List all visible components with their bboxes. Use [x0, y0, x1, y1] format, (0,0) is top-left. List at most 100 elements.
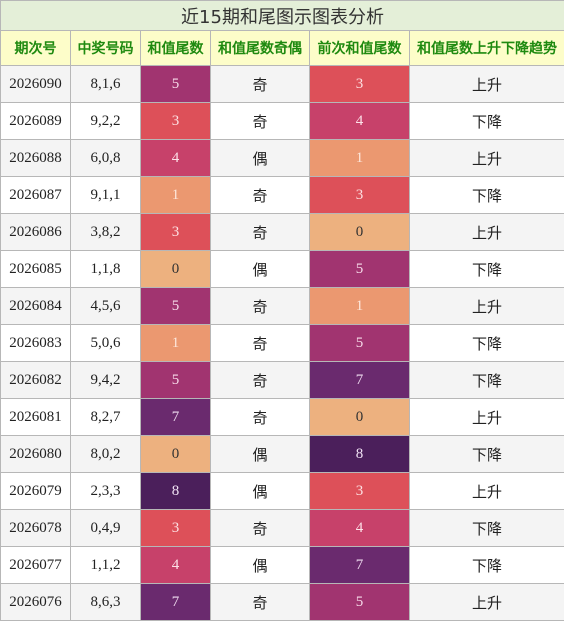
sum-tail-cell: 4	[141, 547, 211, 584]
prev-tail-cell: 0	[310, 214, 410, 251]
winning-numbers-cell: 1,1,2	[71, 547, 141, 584]
period-cell: 2026082	[1, 362, 71, 399]
period-cell: 2026083	[1, 325, 71, 362]
winning-numbers-cell: 4,5,6	[71, 288, 141, 325]
prev-tail-cell: 8	[310, 436, 410, 473]
trend-cell: 下降	[410, 103, 564, 140]
trend-cell: 上升	[410, 214, 564, 251]
period-cell: 2026080	[1, 436, 71, 473]
winning-numbers-cell: 1,1,8	[71, 251, 141, 288]
parity-cell: 奇	[211, 66, 310, 103]
header-prev-tail: 前次和值尾数	[310, 31, 410, 66]
parity-cell: 奇	[211, 288, 310, 325]
winning-numbers-cell: 8,6,3	[71, 584, 141, 621]
parity-cell: 偶	[211, 547, 310, 584]
winning-numbers-cell: 8,0,2	[71, 436, 141, 473]
sum-tail-cell: 7	[141, 584, 211, 621]
parity-cell: 奇	[211, 510, 310, 547]
sum-tail-cell: 1	[141, 177, 211, 214]
period-cell: 2026084	[1, 288, 71, 325]
parity-cell: 奇	[211, 103, 310, 140]
trend-cell: 下降	[410, 251, 564, 288]
prev-tail-cell: 7	[310, 547, 410, 584]
period-cell: 2026077	[1, 547, 71, 584]
header-trend: 和值尾数上升下降趋势	[410, 31, 564, 66]
winning-numbers-cell: 3,8,2	[71, 214, 141, 251]
parity-cell: 偶	[211, 251, 310, 288]
period-cell: 2026085	[1, 251, 71, 288]
prev-tail-cell: 4	[310, 510, 410, 547]
winning-numbers-cell: 8,2,7	[71, 399, 141, 436]
trend-cell: 下降	[410, 325, 564, 362]
sum-tail-cell: 4	[141, 140, 211, 177]
trend-cell: 下降	[410, 177, 564, 214]
sum-tail-cell: 7	[141, 399, 211, 436]
parity-cell: 奇	[211, 214, 310, 251]
winning-numbers-cell: 9,2,2	[71, 103, 141, 140]
parity-cell: 奇	[211, 325, 310, 362]
sum-tail-cell: 3	[141, 214, 211, 251]
sum-tail-cell: 1	[141, 325, 211, 362]
winning-numbers-cell: 9,4,2	[71, 362, 141, 399]
sum-tail-cell: 5	[141, 362, 211, 399]
trend-cell: 下降	[410, 362, 564, 399]
header-winning-numbers: 中奖号码	[71, 31, 141, 66]
prev-tail-cell: 5	[310, 251, 410, 288]
period-cell: 2026089	[1, 103, 71, 140]
prev-tail-cell: 3	[310, 473, 410, 510]
winning-numbers-cell: 6,0,8	[71, 140, 141, 177]
prev-tail-cell: 1	[310, 140, 410, 177]
header-tail-parity: 和值尾数奇偶	[211, 31, 310, 66]
winning-numbers-cell: 5,0,6	[71, 325, 141, 362]
period-cell: 2026076	[1, 584, 71, 621]
title-row: 近15期和尾图示图表分析	[1, 1, 564, 31]
sum-tail-cell: 5	[141, 288, 211, 325]
parity-cell: 偶	[211, 473, 310, 510]
winning-numbers-cell: 2,3,3	[71, 473, 141, 510]
prev-tail-cell: 1	[310, 288, 410, 325]
winning-numbers-cell: 9,1,1	[71, 177, 141, 214]
period-cell: 2026088	[1, 140, 71, 177]
prev-tail-cell: 7	[310, 362, 410, 399]
prev-tail-cell: 3	[310, 66, 410, 103]
period-cell: 2026078	[1, 510, 71, 547]
trend-cell: 上升	[410, 473, 564, 510]
parity-cell: 奇	[211, 399, 310, 436]
sum-tail-cell: 3	[141, 510, 211, 547]
prev-tail-cell: 3	[310, 177, 410, 214]
trend-cell: 上升	[410, 66, 564, 103]
winning-numbers-cell: 0,4,9	[71, 510, 141, 547]
winning-numbers-cell: 8,1,6	[71, 66, 141, 103]
prev-tail-cell: 5	[310, 584, 410, 621]
sum-tail-cell: 5	[141, 66, 211, 103]
header-sum-tail: 和值尾数	[141, 31, 211, 66]
parity-cell: 奇	[211, 177, 310, 214]
table-title: 近15期和尾图示图表分析	[1, 1, 564, 31]
parity-cell: 奇	[211, 362, 310, 399]
period-cell: 2026081	[1, 399, 71, 436]
header-row: 期次号 中奖号码 和值尾数 和值尾数奇偶 前次和值尾数 和值尾数上升下降趋势	[1, 31, 564, 66]
trend-cell: 下降	[410, 510, 564, 547]
sum-tail-cell: 8	[141, 473, 211, 510]
header-period: 期次号	[1, 31, 71, 66]
sum-tail-cell: 3	[141, 103, 211, 140]
period-cell: 2026086	[1, 214, 71, 251]
trend-cell: 下降	[410, 436, 564, 473]
period-cell: 2026079	[1, 473, 71, 510]
